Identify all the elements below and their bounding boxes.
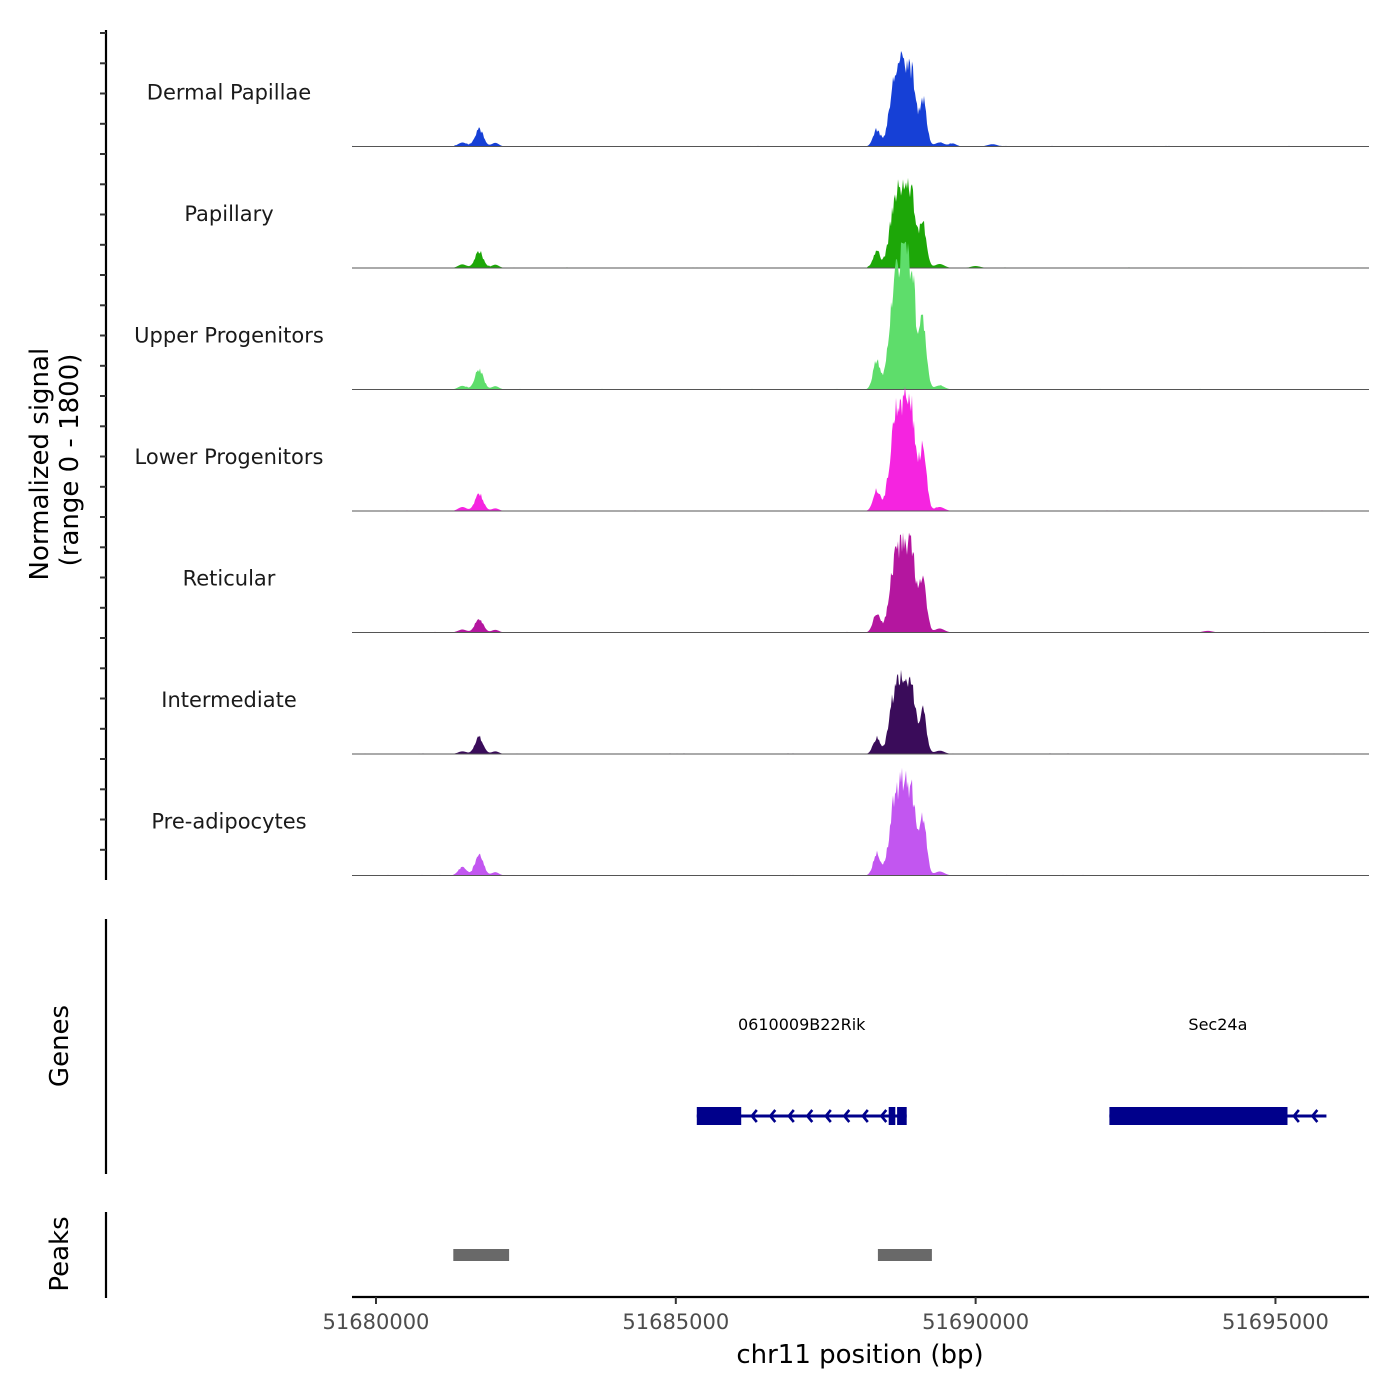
- gene-exon: [696, 1107, 742, 1125]
- peak-region: [453, 1249, 510, 1261]
- track-label: Papillary: [184, 202, 273, 226]
- track-papillary: Papillary: [184, 177, 1369, 269]
- gene-label: 0610009B22Rik: [738, 1015, 866, 1034]
- gene-exon: [1109, 1107, 1288, 1125]
- track-label: Reticular: [183, 567, 276, 591]
- signal-area: [352, 386, 1369, 511]
- gene-0610009b22rik: 0610009B22Rik: [696, 1015, 907, 1125]
- strand-arrow-icon: [1310, 1109, 1319, 1123]
- y-title-line-1: Normalized signal: [25, 348, 55, 581]
- track-label: Dermal Papillae: [147, 81, 311, 105]
- gene-annotations: 0610009B22Rik Sec24a: [696, 1015, 1327, 1125]
- signal-area: [352, 177, 1369, 268]
- peaks-track-title: Peaks: [45, 1216, 75, 1291]
- track-upper-progenitors: Upper Progenitors: [134, 241, 1369, 390]
- signal-area: [352, 532, 1369, 633]
- strand-arrow-icon: [750, 1109, 758, 1123]
- gene-exon: [897, 1107, 907, 1125]
- strand-arrow-icon: [824, 1109, 832, 1123]
- track-label: Pre-adipocytes: [151, 810, 306, 834]
- strand-arrow-icon: [787, 1109, 795, 1123]
- strand-arrow-icon: [768, 1109, 777, 1123]
- strand-arrow-icon: [842, 1109, 851, 1123]
- peak-regions: [453, 1249, 932, 1261]
- track-intermediate: Intermediate: [161, 669, 1369, 755]
- signal-area: [352, 767, 1369, 876]
- track-label: Intermediate: [161, 688, 297, 712]
- strand-arrow-icon: [861, 1109, 869, 1123]
- x-axis-ticks: 51680000 51685000 51690000 51695000: [323, 1297, 1329, 1334]
- track-lower-progenitors: Lower Progenitors: [135, 386, 1369, 512]
- track-dermal-papillae: Dermal Papillae: [147, 51, 1369, 147]
- coverage-y-ticks: [100, 32, 106, 851]
- gene-sec24a: Sec24a: [1109, 1015, 1327, 1125]
- strand-arrow-icon: [1292, 1109, 1300, 1123]
- coverage-tracks: Dermal Papillae Papillary Upper Progenitor…: [134, 51, 1369, 876]
- genes-track-title: Genes: [45, 1005, 75, 1087]
- strand-arrow-icon: [805, 1109, 814, 1123]
- gene-label: Sec24a: [1188, 1015, 1247, 1034]
- x-axis-title: chr11 position (bp): [736, 1340, 983, 1370]
- strand-arrow-icon: [879, 1109, 888, 1123]
- signal-area: [352, 241, 1369, 390]
- track-label: Lower Progenitors: [135, 445, 324, 469]
- coverage-y-axis-title: Normalized signal (range 0 - 1800): [25, 340, 85, 581]
- gene-exon: [888, 1107, 896, 1125]
- signal-area: [352, 51, 1369, 147]
- y-title-line-2: (range 0 - 1800): [55, 354, 85, 567]
- peak-region: [877, 1249, 932, 1261]
- track-reticular: Reticular: [183, 532, 1369, 633]
- x-tick-label: 51680000: [323, 1310, 430, 1334]
- track-pre-adipocytes: Pre-adipocytes: [151, 767, 1369, 876]
- x-tick-label: 51685000: [622, 1310, 729, 1334]
- track-label: Upper Progenitors: [134, 324, 324, 348]
- x-tick-label: 51695000: [1222, 1310, 1329, 1334]
- x-tick-label: 51690000: [922, 1310, 1029, 1334]
- signal-area: [352, 669, 1369, 754]
